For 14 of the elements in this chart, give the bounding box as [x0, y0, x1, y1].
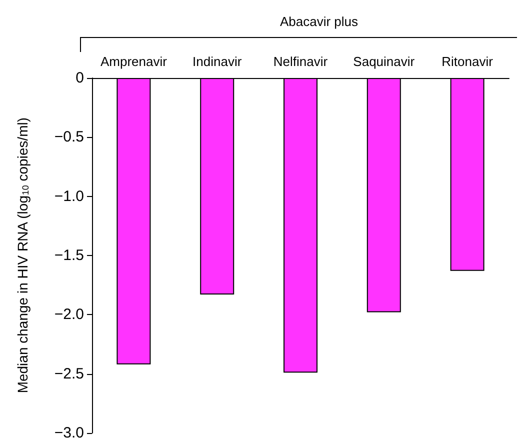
chart-title: Abacavir plus — [280, 14, 359, 29]
x-tick-label: Ritonavir — [442, 54, 494, 69]
y-tick-label: 0 — [76, 70, 84, 86]
x-tick-label: Amprenavir — [100, 54, 168, 69]
x-tick-label: Nelfinavir — [273, 54, 328, 69]
y-tick-label: −2.0 — [54, 306, 84, 324]
y-tick-label: −0.5 — [54, 128, 84, 146]
x-tick-label: Saquinavir — [353, 54, 416, 69]
x-tick-label: Indinavir — [192, 54, 242, 69]
y-tick-label: −1.0 — [54, 188, 84, 205]
y-axis-title: Median change in HIV RNA (log10 copies/ml) — [14, 117, 30, 394]
y-tick-label: −1.5 — [54, 247, 84, 264]
y-tick-label: −3.0 — [54, 424, 84, 442]
y-tick-label: −2.5 — [54, 365, 84, 382]
